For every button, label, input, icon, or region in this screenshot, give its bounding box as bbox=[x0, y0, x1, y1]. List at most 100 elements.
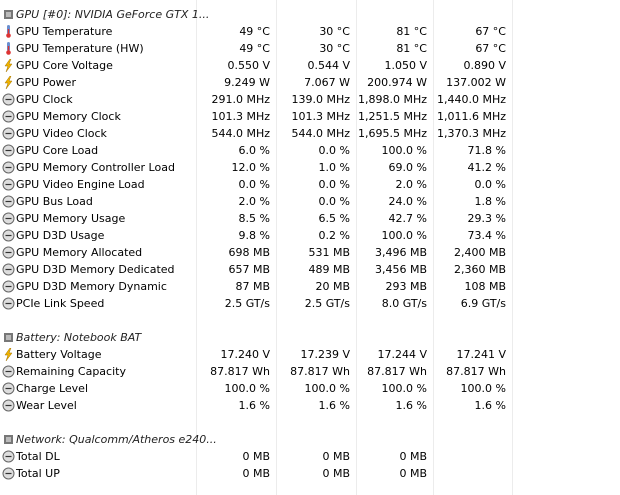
sensor-value: 0 MB bbox=[242, 467, 270, 480]
icon bbox=[2, 450, 15, 463]
sensor-value: 73.4 % bbox=[467, 229, 506, 242]
sensor-value: 87 MB bbox=[235, 280, 270, 293]
icon-gauge bbox=[2, 178, 15, 196]
column-divider bbox=[356, 0, 357, 495]
sensor-row[interactable]: GPU D3D Memory Dynamic 87 MB 20 MB 293 MB 10… bbox=[0, 278, 620, 295]
sensor-value: 101.3 MHz bbox=[291, 110, 350, 123]
icon bbox=[2, 195, 15, 208]
sensor-value: 1,370.3 MHz bbox=[436, 127, 506, 140]
sensor-value: 0.0 % bbox=[318, 195, 350, 208]
icon-gauge bbox=[2, 365, 15, 383]
sensor-label: Total UP bbox=[16, 467, 60, 480]
sensor-label: Battery Voltage bbox=[16, 348, 102, 361]
sensor-label: GPU Core Voltage bbox=[16, 59, 113, 72]
column-divider bbox=[433, 0, 434, 495]
sensor-row[interactable]: GPU Video Clock 544.0 MHz 544.0 MHz 1,695.5… bbox=[0, 125, 620, 142]
column-divider bbox=[196, 0, 197, 495]
sensor-row[interactable]: Total DL 0 MB 0 MB 0 MB bbox=[0, 448, 620, 465]
icon bbox=[2, 467, 15, 480]
section-header[interactable]: GPU [#0]: NVIDIA GeForce GTX 1... bbox=[0, 6, 620, 23]
sensor-row[interactable]: GPU Memory Allocated 698 MB 531 MB 3,496 MB… bbox=[0, 244, 620, 261]
icon bbox=[6, 42, 11, 55]
sensor-value: 0 MB bbox=[322, 450, 350, 463]
sensor-value: 6.0 % bbox=[238, 144, 270, 157]
icon bbox=[2, 127, 15, 140]
sensor-value: 2.0 % bbox=[238, 195, 270, 208]
icon-chip bbox=[2, 8, 15, 26]
sensor-value: 139.0 MHz bbox=[291, 93, 350, 106]
sensor-label: Charge Level bbox=[16, 382, 89, 395]
sensor-value: 12.0 % bbox=[231, 161, 270, 174]
section-header[interactable]: Network: Qualcomm/Atheros e240... bbox=[0, 431, 620, 448]
sensor-row[interactable]: Battery Voltage 17.240 V 17.239 V 17.244 V 1… bbox=[0, 346, 620, 363]
icon-power bbox=[2, 347, 15, 366]
icon bbox=[2, 93, 15, 106]
sensor-value: 3,496 MB bbox=[374, 246, 427, 259]
sensor-value: 657 MB bbox=[228, 263, 270, 276]
icon-temp bbox=[2, 25, 15, 43]
sensor-value: 101.3 MHz bbox=[211, 110, 270, 123]
sensor-value: 0.0 % bbox=[238, 178, 270, 191]
icon bbox=[2, 144, 15, 157]
sensor-value: 100.0 % bbox=[381, 382, 427, 395]
sensor-row[interactable]: PCIe Link Speed 2.5 GT/s 2.5 GT/s 8.0 GT/s 6… bbox=[0, 295, 620, 312]
sensor-value: 69.0 % bbox=[388, 161, 427, 174]
sensor-row[interactable]: GPU Memory Usage 8.5 % 6.5 % 42.7 % 29.3 % bbox=[0, 210, 620, 227]
icon-gauge bbox=[2, 467, 15, 485]
sensor-value: 698 MB bbox=[228, 246, 270, 259]
sensor-value: 0.544 V bbox=[307, 59, 350, 72]
sensor-value: 2.5 GT/s bbox=[224, 297, 270, 310]
sensor-row[interactable]: GPU Core Load 6.0 % 0.0 % 100.0 % 71.8 % bbox=[0, 142, 620, 159]
sensor-row[interactable]: GPU D3D Usage 9.8 % 0.2 % 100.0 % 73.4 % bbox=[0, 227, 620, 244]
sensor-value: 2.0 % bbox=[395, 178, 427, 191]
sensor-row[interactable]: Total UP 0 MB 0 MB 0 MB bbox=[0, 465, 620, 482]
sensor-value: 0 MB bbox=[242, 450, 270, 463]
icon bbox=[2, 246, 15, 259]
sensor-label: PCIe Link Speed bbox=[16, 297, 105, 310]
sensor-label: Remaining Capacity bbox=[16, 365, 126, 378]
sensor-row[interactable]: Remaining Capacity 87.817 Wh 87.817 Wh 87.8… bbox=[0, 363, 620, 380]
sensor-row[interactable]: GPU D3D Memory Dedicated 657 MB 489 MB 3,45… bbox=[0, 261, 620, 278]
icon-gauge bbox=[2, 110, 15, 128]
sensor-value: 1,011.6 MHz bbox=[436, 110, 506, 123]
icon bbox=[4, 333, 13, 342]
sensor-row[interactable]: GPU Power 9.249 W 7.067 W 200.974 W 137.002 … bbox=[0, 74, 620, 91]
icon bbox=[4, 10, 13, 19]
icon bbox=[4, 435, 13, 444]
sensor-label: GPU Memory Usage bbox=[16, 212, 126, 225]
icon-gauge bbox=[2, 280, 15, 298]
sensor-value: 1.6 % bbox=[474, 399, 506, 412]
sensor-value: 1,695.5 MHz bbox=[357, 127, 427, 140]
sensor-row[interactable]: GPU Temperature (HW) 49 °C 30 °C 81 °C 67 °C bbox=[0, 40, 620, 57]
sensor-row[interactable]: GPU Clock 291.0 MHz 139.0 MHz 1,898.0 MHz 1,… bbox=[0, 91, 620, 108]
icon-gauge bbox=[2, 297, 15, 315]
icon-gauge bbox=[2, 229, 15, 247]
sensor-row[interactable]: GPU Core Voltage 0.550 V 0.544 V 1.050 V 0.8… bbox=[0, 57, 620, 74]
sensor-value: 9.249 W bbox=[224, 76, 270, 89]
sensor-value: 30 °C bbox=[319, 25, 350, 38]
sensor-row[interactable]: GPU Temperature 49 °C 30 °C 81 °C 67 °C bbox=[0, 23, 620, 40]
section-title: Network: Qualcomm/Atheros e240... bbox=[16, 433, 217, 446]
sensor-label: GPU D3D Usage bbox=[16, 229, 105, 242]
sensor-value: 0 MB bbox=[322, 467, 350, 480]
sensor-value: 293 MB bbox=[385, 280, 427, 293]
sensor-row[interactable]: GPU Bus Load 2.0 % 0.0 % 24.0 % 1.8 % bbox=[0, 193, 620, 210]
sensor-value: 71.8 % bbox=[467, 144, 506, 157]
section-header[interactable]: Battery: Notebook BAT bbox=[0, 329, 620, 346]
sensor-value: 67 °C bbox=[475, 25, 506, 38]
sensor-label: GPU Memory Controller Load bbox=[16, 161, 175, 174]
sensor-row[interactable]: GPU Memory Controller Load 12.0 % 1.0 % 69.… bbox=[0, 159, 620, 176]
icon bbox=[2, 263, 15, 276]
sensor-label: GPU Clock bbox=[16, 93, 73, 106]
sensor-value: 0 MB bbox=[399, 450, 427, 463]
sensor-value: 49 °C bbox=[239, 25, 270, 38]
sensor-row[interactable]: Wear Level 1.6 % 1.6 % 1.6 % 1.6 % bbox=[0, 397, 620, 414]
sensor-value: 0.890 V bbox=[463, 59, 506, 72]
sensor-value: 200.974 W bbox=[367, 76, 427, 89]
sensor-row[interactable]: GPU Memory Clock 101.3 MHz 101.3 MHz 1,251.… bbox=[0, 108, 620, 125]
icon-gauge bbox=[2, 93, 15, 111]
sensor-row[interactable]: GPU Video Engine Load 0.0 % 0.0 % 2.0 % 0.0 … bbox=[0, 176, 620, 193]
sensor-label: GPU Video Clock bbox=[16, 127, 107, 140]
sensor-row[interactable]: Charge Level 100.0 % 100.0 % 100.0 % 100.0 % bbox=[0, 380, 620, 397]
